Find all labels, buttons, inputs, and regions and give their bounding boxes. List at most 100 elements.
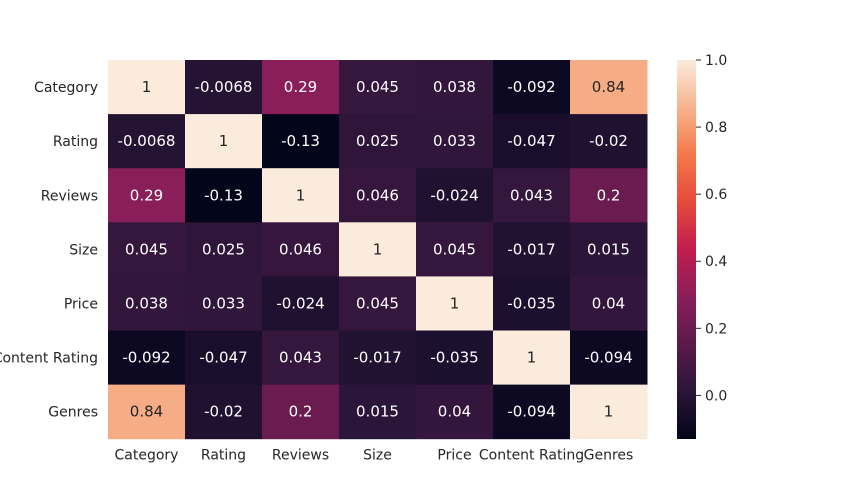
heatmap-cell-category-content-rating	[493, 60, 571, 115]
heatmap-cell-content-rating-rating	[185, 330, 263, 386]
colorbar	[677, 60, 696, 439]
heatmap-cell-price-category	[108, 276, 186, 331]
heatmap-cell-price-genres	[570, 276, 648, 331]
heatmap-cell-content-rating-category	[108, 330, 186, 386]
cell-value-label: -0.02	[589, 132, 628, 150]
heatmap-cell-genres-price	[416, 384, 494, 440]
heatmap-cell-size-genres	[570, 222, 648, 277]
heatmap-cell-reviews-rating	[185, 168, 263, 223]
cell-value-label: 0.015	[356, 403, 399, 421]
heatmap-cell-price-size	[339, 276, 417, 331]
heatmap-cell-rating-content-rating	[493, 114, 571, 169]
cell-value-label: 0.025	[356, 132, 399, 150]
cell-value-label: -0.0068	[195, 78, 253, 96]
cell-value-label: 1	[373, 240, 383, 258]
heatmap-cell-size-size	[339, 222, 417, 277]
heatmap-cell-content-rating-price	[416, 330, 494, 386]
cell-value-label: 0.033	[202, 294, 245, 312]
cell-value-label: -0.13	[204, 186, 243, 204]
cell-value-label: 0.2	[597, 186, 621, 204]
heatmap-cell-category-category	[108, 60, 186, 115]
cell-value-label: -0.017	[353, 349, 401, 367]
heatmap-cell-price-price	[416, 276, 494, 331]
cell-value-label: 0.045	[356, 294, 399, 312]
heatmap-cell-genres-rating	[185, 384, 263, 440]
cell-value-label: 0.043	[279, 349, 322, 367]
cell-value-label: -0.13	[281, 132, 320, 150]
y-tick-label-size: Size	[69, 242, 98, 258]
y-tick-label-reviews: Reviews	[41, 188, 98, 204]
x-tick-label-content-rating: Content Rating	[479, 448, 584, 464]
heatmap-cell-price-reviews	[262, 276, 340, 331]
cell-value-label: 0.043	[510, 186, 553, 204]
heatmap-cell-reviews-genres	[570, 168, 648, 223]
y-tick-label-price: Price	[64, 296, 98, 312]
cell-value-label: 1	[296, 186, 306, 204]
cell-value-label: 0.04	[438, 403, 471, 421]
x-tick-label-price: Price	[437, 448, 471, 464]
colorbar-tick-label: 0.2	[705, 321, 727, 337]
cell-value-label: 0.045	[433, 240, 476, 258]
heatmap-cell-genres-genres	[570, 384, 648, 440]
cell-value-label: 0.038	[125, 294, 168, 312]
cell-value-label: 1	[527, 349, 537, 367]
cell-value-label: -0.047	[199, 349, 247, 367]
colorbar-tick-labels: 0.0 0.2 0.4 0.6 0.8 1.0	[696, 53, 727, 404]
cell-value-label: 0.2	[289, 403, 313, 421]
cell-value-label: 0.84	[130, 403, 163, 421]
heatmap-cell-content-rating-size	[339, 330, 417, 386]
heatmap-cell-rating-size	[339, 114, 417, 169]
cell-value-label: 0.025	[202, 240, 245, 258]
y-tick-label-content-rating: Content Rating	[0, 351, 98, 367]
cell-value-label: -0.047	[507, 132, 555, 150]
heatmap-cell-reviews-size	[339, 168, 417, 223]
cell-value-label: 0.046	[356, 186, 399, 204]
cell-value-label: -0.02	[204, 403, 243, 421]
heatmap-cell-genres-size	[339, 384, 417, 440]
cell-value-label: 0.015	[587, 240, 630, 258]
heatmap-cell-category-reviews	[262, 60, 340, 115]
cell-value-label: 0.29	[284, 78, 317, 96]
cell-value-label: 0.84	[592, 78, 625, 96]
cell-value-label: -0.094	[507, 403, 555, 421]
heatmap-cell-genres-reviews	[262, 384, 340, 440]
y-tick-label-genres: Genres	[48, 405, 98, 421]
cell-value-label: -0.017	[507, 240, 555, 258]
heatmap-cell-reviews-reviews	[262, 168, 340, 223]
heatmap-cell-content-rating-genres	[570, 330, 648, 386]
cell-value-label: -0.092	[122, 349, 170, 367]
heatmap-cell-labels: 1 -0.0068 0.29 0.045 0.038 -0.092 0.84 -0.0068 1…	[118, 78, 633, 421]
x-tick-label-category: Category	[115, 448, 179, 464]
cell-value-label: 0.033	[433, 132, 476, 150]
cell-value-label: 0.29	[130, 186, 163, 204]
heatmap-cell-size-rating	[185, 222, 263, 277]
cell-value-label: 0.04	[592, 294, 625, 312]
cell-value-label: 1	[450, 294, 460, 312]
cell-value-label: -0.035	[430, 349, 478, 367]
cell-value-label: 1	[604, 403, 614, 421]
x-tick-label-rating: Rating	[201, 448, 246, 464]
colorbar-tick-label: 0.0	[705, 388, 727, 404]
x-axis-tick-labels: Category Rating Reviews Size Price Content Ra…	[115, 448, 634, 464]
x-tick-label-size: Size	[363, 448, 392, 464]
heatmap-cell-reviews-category	[108, 168, 186, 223]
cell-value-label: -0.035	[507, 294, 555, 312]
heatmap-cell-price-rating	[185, 276, 263, 331]
cell-value-label: 1	[219, 132, 229, 150]
x-tick-label-reviews: Reviews	[272, 448, 329, 464]
heatmap-cell-size-content-rating	[493, 222, 571, 277]
cell-value-label: -0.092	[507, 78, 555, 96]
heatmap-cells	[108, 60, 648, 440]
x-tick-label-genres: Genres	[584, 448, 634, 464]
heatmap-cell-rating-category	[108, 114, 186, 169]
heatmap-cell-rating-rating	[185, 114, 263, 169]
heatmap-cell-content-rating-reviews	[262, 330, 340, 386]
heatmap-cell-reviews-price	[416, 168, 494, 223]
heatmap-cell-rating-genres	[570, 114, 648, 169]
heatmap-cell-rating-price	[416, 114, 494, 169]
colorbar-tick-label: 0.6	[705, 187, 727, 203]
heatmap-cell-size-category	[108, 222, 186, 277]
heatmap-cell-category-size	[339, 60, 417, 115]
cell-value-label: -0.094	[584, 349, 632, 367]
